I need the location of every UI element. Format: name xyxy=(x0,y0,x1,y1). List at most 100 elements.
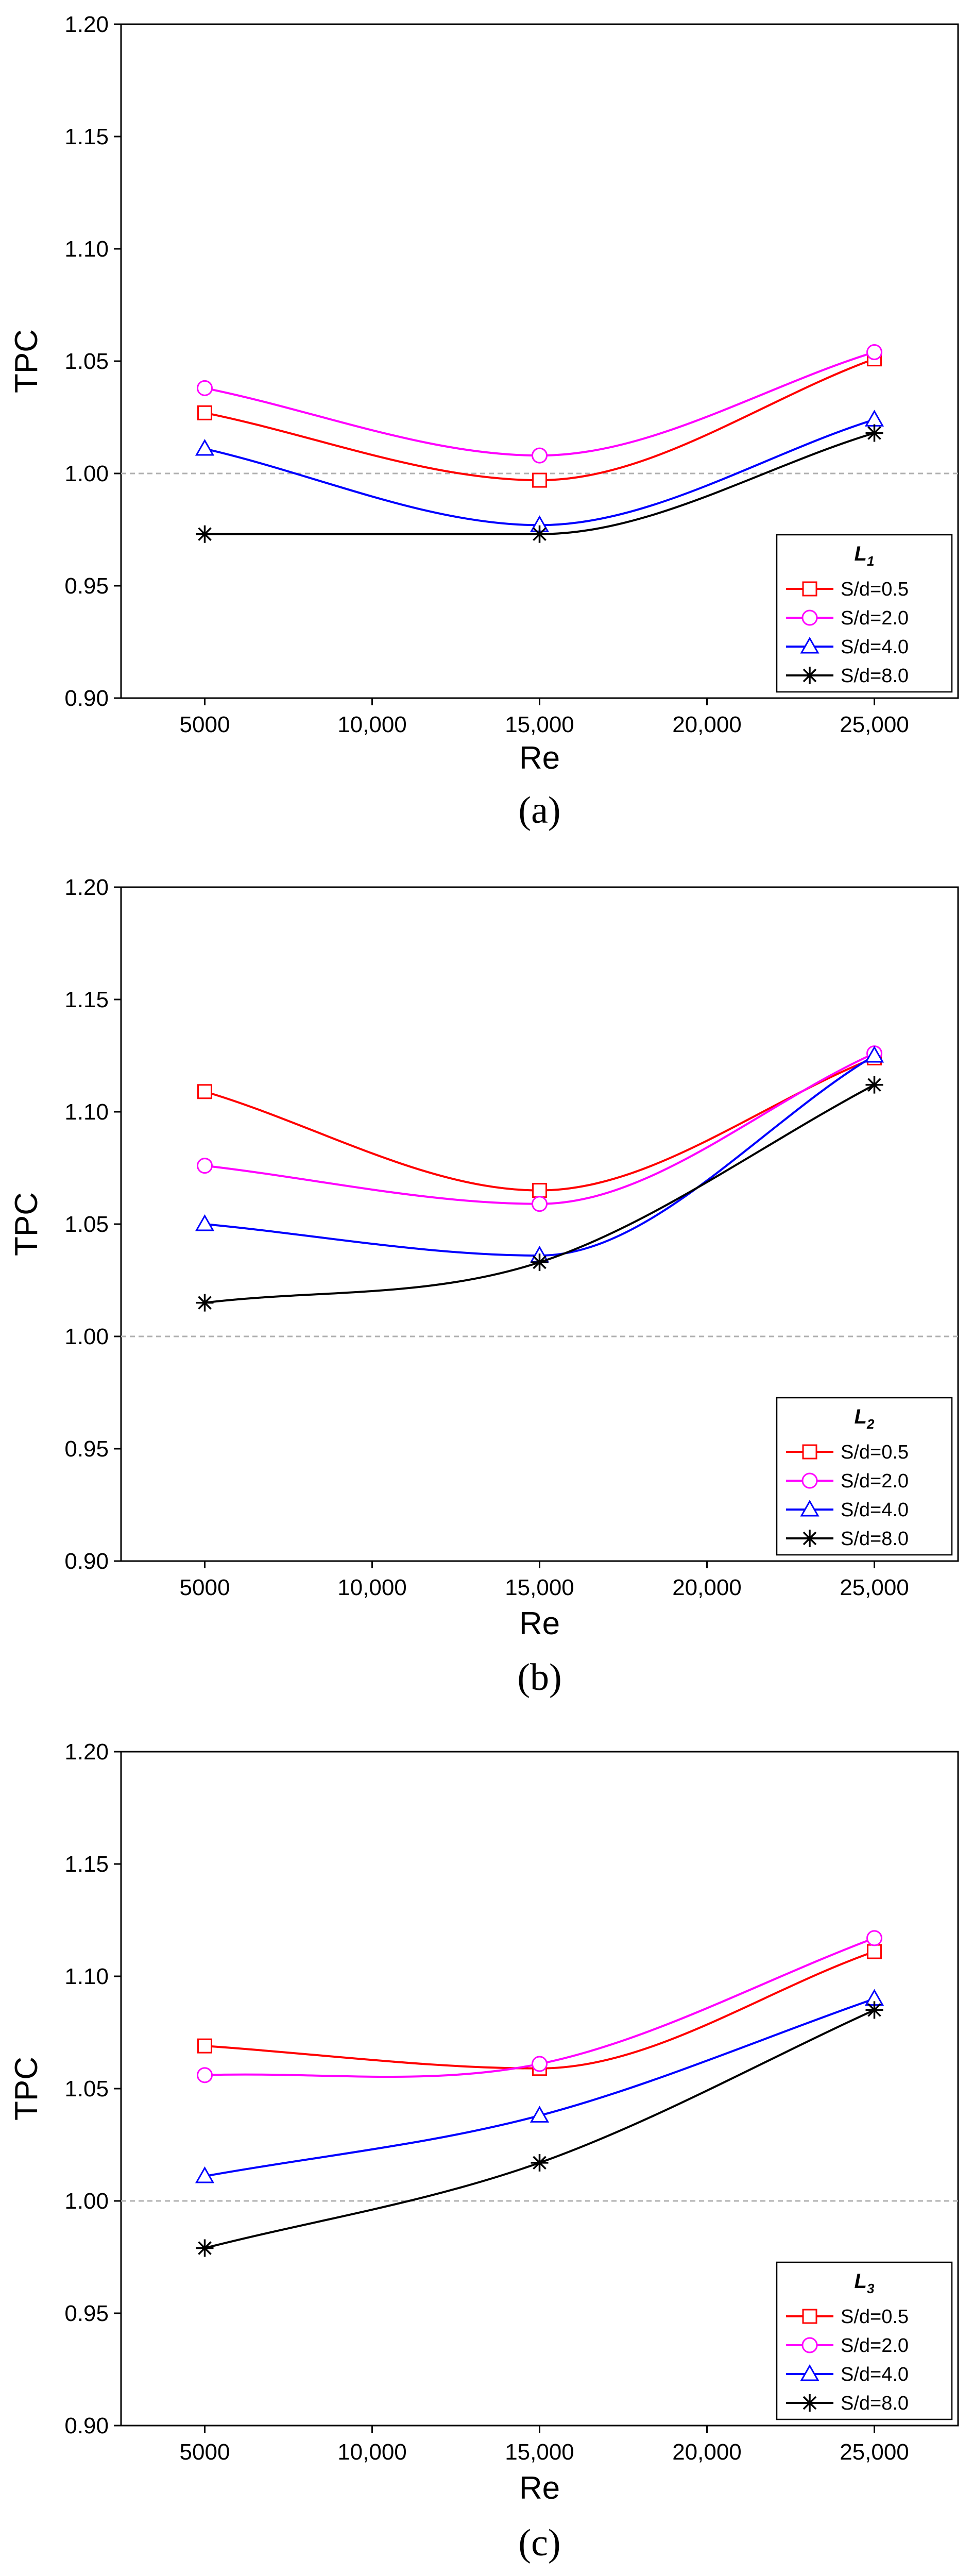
x-tick-label: 25,000 xyxy=(840,712,909,737)
x-axis-title: Re xyxy=(519,2470,560,2506)
legend-label: S/d=2.0 xyxy=(841,607,909,629)
legend-title-subscript: 2 xyxy=(866,1416,875,1432)
legend-label: S/d=2.0 xyxy=(841,1470,909,1492)
data-point-marker xyxy=(532,472,547,488)
y-tick-label: 1.10 xyxy=(64,1964,109,1989)
data-point-marker xyxy=(197,1158,213,1174)
data-point-marker xyxy=(532,447,548,464)
data-point-marker xyxy=(867,1944,882,1959)
legend-title-letter: L xyxy=(855,543,867,565)
data-point-marker xyxy=(530,2106,550,2123)
legend-label: S/d=8.0 xyxy=(841,665,909,687)
series-S/d=2.0 xyxy=(197,344,882,464)
data-point-marker xyxy=(866,344,882,361)
legend: L2 S/d=0.5 S/d=2.0 S/d=4.0 S/d=8.0 xyxy=(776,1397,953,1556)
legend-marker xyxy=(801,1472,818,1489)
series-line xyxy=(204,1055,875,1257)
y-axis-title: TPC xyxy=(9,1192,44,1256)
legend-title-letter: L xyxy=(855,2270,867,2293)
y-tick-label: 1.20 xyxy=(64,12,109,37)
legend-marker xyxy=(800,2364,820,2381)
y-tick-label: 0.95 xyxy=(64,1436,109,1462)
panel-caption: (b) xyxy=(517,1656,561,1699)
panel-caption: (a) xyxy=(518,789,560,832)
legend-label: S/d=8.0 xyxy=(841,2393,909,2414)
legend: L1 S/d=0.5 S/d=2.0 S/d=4.0 S/d=8.0 xyxy=(776,534,953,693)
legend: L3 S/d=0.5 S/d=2.0 S/d=4.0 S/d=8.0 xyxy=(776,2261,953,2420)
data-point-marker xyxy=(195,1214,215,1231)
series-S/d=4.0 xyxy=(195,410,884,532)
y-tick-label: 0.90 xyxy=(64,1549,109,1574)
legend-label: S/d=0.5 xyxy=(841,2306,909,2328)
data-point-marker xyxy=(197,405,212,420)
y-tick-label: 1.05 xyxy=(64,349,109,374)
legend-marker xyxy=(800,1499,820,1517)
legend-marker xyxy=(801,2394,818,2412)
legend-label: S/d=4.0 xyxy=(841,636,909,658)
data-point-marker xyxy=(196,525,214,543)
data-point-marker xyxy=(532,1196,548,1212)
series-S/d=2.0 xyxy=(197,1930,882,2083)
data-point-marker xyxy=(532,2056,548,2072)
legend-label: S/d=0.5 xyxy=(841,579,909,600)
y-tick-label: 1.05 xyxy=(64,1212,109,1237)
legend-title: L2 xyxy=(855,1405,875,1432)
data-point-marker xyxy=(531,2154,549,2172)
legend-title: L3 xyxy=(855,2270,875,2296)
data-point-marker xyxy=(864,1045,884,1063)
y-axis-title: TPC xyxy=(9,329,44,393)
x-tick-label: 20,000 xyxy=(672,1575,742,1600)
data-point-marker xyxy=(197,1084,212,1099)
data-point-marker xyxy=(864,410,884,427)
y-tick-label: 0.90 xyxy=(64,686,109,711)
x-tick-label: 25,000 xyxy=(840,1575,909,1600)
y-tick-label: 1.20 xyxy=(64,1739,109,1765)
series-S/d=8.0 xyxy=(196,1076,883,1312)
legend-label: S/d=2.0 xyxy=(841,2335,909,2357)
y-tick-label: 0.95 xyxy=(64,573,109,599)
x-tick-label: 5000 xyxy=(180,2439,230,2465)
y-tick-label: 1.10 xyxy=(64,236,109,262)
y-tick-label: 1.10 xyxy=(64,1099,109,1125)
data-point-marker xyxy=(531,525,549,543)
series-line xyxy=(204,1057,875,1192)
series-S/d=0.5 xyxy=(197,351,882,488)
series-S/d=8.0 xyxy=(196,2001,883,2257)
chart-panel-1: 0.90 0.95 1.00 1.05 1.10 1.15 1.20 5000 10,000 15… xyxy=(9,12,959,832)
data-point-marker xyxy=(197,2038,212,2054)
data-point-marker xyxy=(195,2166,215,2183)
y-tick-label: 0.95 xyxy=(64,2301,109,2326)
y-tick-label: 1.00 xyxy=(64,461,109,486)
x-tick-label: 25,000 xyxy=(840,2439,909,2465)
legend-title-subscript: 1 xyxy=(867,553,874,569)
y-tick-label: 1.05 xyxy=(64,2076,109,2102)
y-tick-label: 1.15 xyxy=(64,987,109,1012)
y-tick-label: 1.15 xyxy=(64,124,109,149)
series-S/d=4.0 xyxy=(195,1989,884,2183)
legend-title-letter: L xyxy=(855,1405,867,1428)
legend-marker xyxy=(801,1530,818,1547)
legend-label: S/d=8.0 xyxy=(841,1528,909,1550)
legend-title-subscript: 3 xyxy=(867,2281,875,2296)
legend-marker xyxy=(802,1444,817,1460)
y-tick-label: 1.20 xyxy=(64,875,109,900)
data-point-marker xyxy=(197,380,213,396)
y-tick-label: 1.00 xyxy=(64,2189,109,2214)
chart-panel-3: 0.90 0.95 1.00 1.05 1.10 1.15 1.20 5000 10,000 15… xyxy=(9,1739,959,2564)
x-tick-label: 5000 xyxy=(180,1575,230,1600)
panel-caption: (c) xyxy=(518,2522,560,2564)
legend-label: S/d=4.0 xyxy=(841,2364,909,2385)
legend-marker xyxy=(800,636,820,654)
y-axis-title: TPC xyxy=(9,2057,44,2121)
legend-label: S/d=4.0 xyxy=(841,1499,909,1521)
x-tick-label: 15,000 xyxy=(505,2439,574,2465)
data-point-marker xyxy=(196,2239,214,2257)
legend-label: S/d=0.5 xyxy=(841,1442,909,1463)
legend-marker xyxy=(801,609,818,626)
data-point-marker xyxy=(197,2067,213,2083)
chart-panel-2: 0.90 0.95 1.00 1.05 1.10 1.15 1.20 5000 10,000 15… xyxy=(9,875,959,1699)
series-line xyxy=(204,1997,875,2178)
x-tick-label: 15,000 xyxy=(505,712,574,737)
data-point-marker xyxy=(865,2001,883,2019)
